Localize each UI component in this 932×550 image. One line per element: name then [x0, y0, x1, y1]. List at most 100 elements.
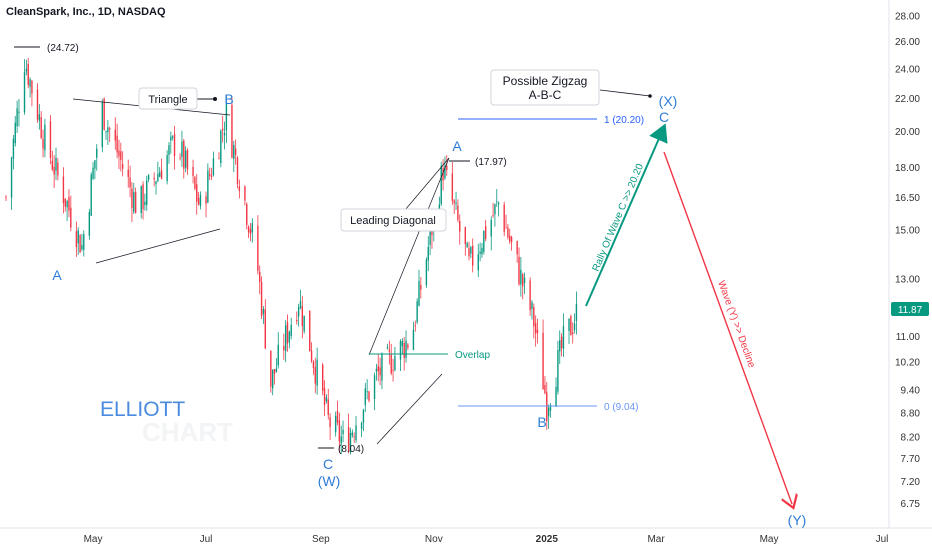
- candle-down: [420, 284, 422, 290]
- candle-down: [336, 410, 339, 423]
- candle-down: [286, 322, 289, 344]
- zigzag-label-line1: Possible Zigzag: [503, 74, 588, 88]
- candle-up: [171, 136, 174, 138]
- candle-up: [146, 180, 148, 206]
- candle-down: [518, 256, 520, 285]
- x-tick-label: May: [84, 534, 103, 545]
- candle-down: [114, 129, 116, 141]
- candle-down: [27, 63, 29, 86]
- candle-down: [210, 175, 213, 177]
- candle-up: [96, 148, 98, 158]
- candle-up: [166, 154, 168, 182]
- candle-up: [520, 269, 522, 285]
- y-tick-label: 20.00: [895, 127, 920, 138]
- candle-up: [360, 422, 363, 429]
- candle-up: [373, 375, 376, 400]
- y-tick-label: 24.00: [895, 64, 920, 75]
- candle-up: [88, 211, 91, 236]
- candle-up: [12, 138, 15, 159]
- candle-up: [440, 165, 442, 204]
- candle-up: [497, 202, 500, 205]
- candle-down: [238, 186, 241, 192]
- candle-up: [416, 301, 418, 323]
- candle-up: [559, 340, 561, 352]
- candle-down: [403, 342, 405, 358]
- candle-up: [83, 234, 85, 250]
- annotation-lines: [14, 46, 792, 504]
- candle-up: [207, 170, 209, 203]
- candle-down: [247, 226, 250, 233]
- candle-up: [170, 136, 172, 141]
- candle-up: [271, 369, 274, 389]
- x-tick-label: May: [760, 534, 779, 545]
- candle-up: [425, 259, 428, 286]
- candle-up: [355, 425, 357, 441]
- fib-1-label: 1 (20.20): [604, 115, 644, 126]
- candle-down: [314, 367, 316, 384]
- candle-down: [31, 80, 33, 94]
- candle-down: [472, 245, 474, 266]
- candle-up: [38, 114, 41, 121]
- candle-up: [288, 331, 291, 343]
- candle-up: [418, 280, 420, 306]
- triangle-callout-dot: [213, 97, 217, 101]
- candle-up: [159, 172, 161, 177]
- candle-down: [79, 235, 81, 253]
- candle-down: [368, 391, 370, 401]
- diagonal-callout-line: [404, 157, 450, 211]
- candle-up: [220, 130, 222, 164]
- a-high-label: (17.97): [475, 157, 507, 168]
- candle-up: [531, 302, 533, 310]
- last-price-tag: 11.87: [891, 302, 929, 316]
- candle-down: [270, 350, 272, 387]
- y-tick-label: 8.20: [901, 433, 921, 444]
- low-label: (8.04): [338, 444, 364, 455]
- candle-down: [446, 165, 448, 171]
- candle-down: [516, 240, 518, 255]
- candle-down: [388, 349, 391, 352]
- candle-up: [223, 132, 226, 136]
- y-tick-label: 11.00: [896, 332, 921, 343]
- candle-down: [62, 176, 65, 204]
- candle-up: [364, 388, 366, 406]
- wave-b-triangle-label: B: [224, 91, 233, 107]
- candle-up: [479, 251, 481, 254]
- triangle-callout: Triangle: [138, 87, 198, 110]
- candle-up: [316, 359, 318, 386]
- candle-down: [321, 364, 324, 391]
- fib-0-label: 0 (9.04): [604, 402, 638, 413]
- candle-up: [101, 102, 104, 148]
- candle-up: [284, 325, 287, 352]
- candle-down: [196, 184, 198, 202]
- candle-down: [121, 164, 124, 169]
- y-tick-label: 9.40: [901, 386, 921, 397]
- wave-a-mid-label: A: [452, 138, 462, 154]
- candle-up: [349, 432, 352, 453]
- candle-down: [309, 310, 311, 352]
- candle-down: [194, 177, 196, 189]
- candle-down: [542, 332, 544, 390]
- candle-down: [234, 148, 237, 155]
- candle-up: [429, 227, 431, 245]
- candle-down: [257, 225, 259, 272]
- wave-a-left-label: A: [52, 267, 62, 283]
- candle-down: [186, 149, 189, 170]
- candle-down: [70, 207, 72, 228]
- leading-diagonal-label: Leading Diagonal: [350, 215, 436, 227]
- candle-up: [14, 122, 16, 144]
- wave-b-mid-label: B: [537, 414, 546, 430]
- candle-down: [347, 426, 350, 452]
- y-tick-label: 7.20: [901, 477, 921, 488]
- candle-up: [184, 150, 187, 168]
- candle-down: [310, 350, 313, 362]
- candle-up: [399, 340, 402, 360]
- y-tick-label: 26.00: [895, 37, 920, 48]
- candle-down: [484, 226, 487, 239]
- candle-up: [233, 144, 235, 159]
- candle-up: [16, 108, 18, 127]
- candle-down: [218, 158, 220, 160]
- candle-down: [57, 162, 59, 176]
- zigzag-label-line2: A-B-C: [529, 88, 562, 102]
- candle-down: [209, 174, 211, 176]
